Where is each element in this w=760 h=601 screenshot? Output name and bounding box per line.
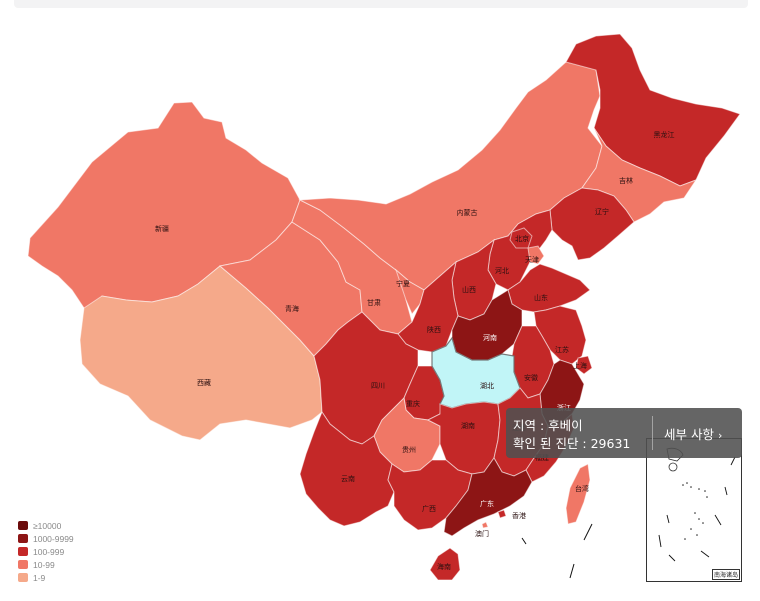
province-taiwan[interactable] bbox=[565, 463, 591, 525]
province-hongkong[interactable] bbox=[497, 509, 507, 519]
map-legend: ≥10000 1000-9999 100-999 10-99 1-9 bbox=[18, 519, 74, 584]
legend-label: 1000-9999 bbox=[33, 533, 74, 544]
province-hainan[interactable] bbox=[429, 547, 461, 581]
province-shanghai[interactable] bbox=[575, 355, 593, 375]
chevron-right-icon: › bbox=[717, 429, 723, 442]
legend-label: ≥10000 bbox=[33, 520, 62, 531]
top-toolbar-strip bbox=[14, 0, 748, 8]
island-markers bbox=[521, 523, 593, 579]
province-jilin[interactable] bbox=[581, 127, 698, 223]
tooltip-confirmed: 확인 된 진단 : 29631 bbox=[513, 436, 631, 451]
province-label: 澳门 bbox=[475, 529, 489, 538]
province-label: 香港 bbox=[512, 511, 526, 520]
province-guangdong[interactable] bbox=[443, 457, 533, 537]
legend-label: 10-99 bbox=[33, 559, 55, 570]
province-yunnan[interactable] bbox=[299, 410, 395, 527]
province-tianjin[interactable] bbox=[527, 245, 545, 265]
province-shandong[interactable] bbox=[507, 263, 591, 313]
tooltip-divider bbox=[652, 416, 653, 450]
legend-label: 1-9 bbox=[33, 572, 46, 583]
legend-label: 100-999 bbox=[33, 546, 65, 557]
region-tooltip: 지역 : 후베이 확인 된 진단 : 29631 세부 사항 › bbox=[506, 408, 742, 458]
details-button[interactable]: 세부 사항 › bbox=[664, 424, 722, 443]
legend-item-1000-9999[interactable]: 1000-9999 bbox=[18, 532, 74, 545]
province-liaoning[interactable] bbox=[549, 187, 635, 261]
legend-item-10000-plus[interactable]: ≥10000 bbox=[18, 519, 74, 532]
legend-item-1-9[interactable]: 1-9 bbox=[18, 571, 74, 584]
south-china-sea-inset: 南海诸岛 bbox=[646, 438, 742, 582]
details-label: 세부 사항 bbox=[664, 427, 714, 442]
inset-label: 南海诸岛 bbox=[711, 569, 740, 580]
province-heilongjiang[interactable] bbox=[565, 33, 741, 187]
legend-item-100-999[interactable]: 100-999 bbox=[18, 545, 74, 558]
province-macau[interactable] bbox=[481, 521, 489, 529]
tooltip-region: 지역 : 후베이 bbox=[513, 418, 583, 433]
legend-item-10-99[interactable]: 10-99 bbox=[18, 558, 74, 571]
inset-map bbox=[658, 447, 736, 562]
